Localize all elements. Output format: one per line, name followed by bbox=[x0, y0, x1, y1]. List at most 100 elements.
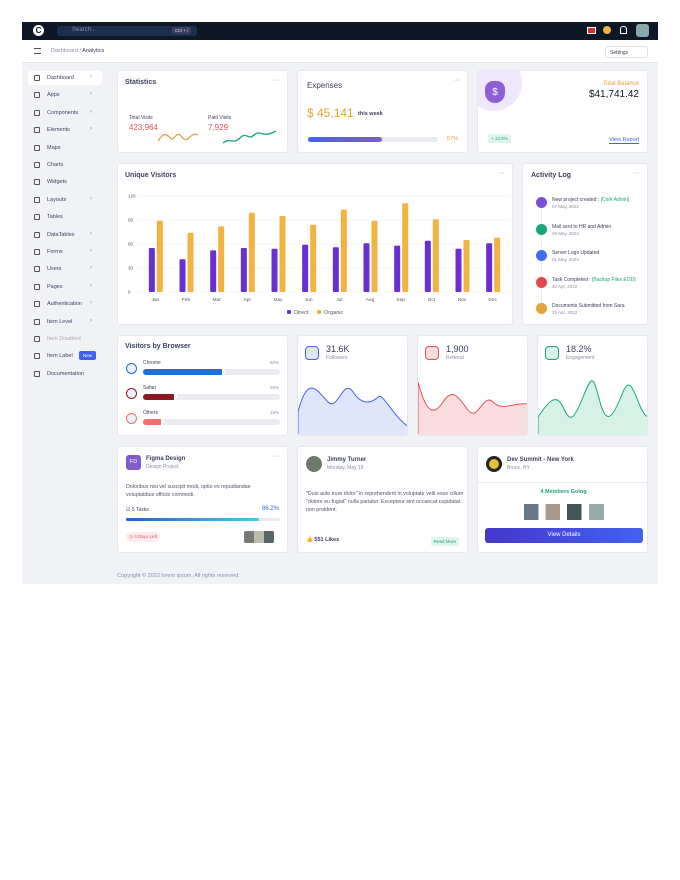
nav-icon bbox=[34, 249, 40, 255]
menu[interactable]: ··· bbox=[453, 77, 460, 84]
logo[interactable]: C bbox=[33, 25, 44, 36]
amount: $ 45,141 bbox=[307, 106, 354, 120]
settings-button[interactable]: Settings bbox=[605, 46, 648, 58]
theme-toggle[interactable] bbox=[603, 26, 611, 34]
search-box[interactable] bbox=[57, 26, 197, 36]
nav-item[interactable]: DataTables bbox=[47, 231, 75, 238]
nav-item[interactable]: Item Level bbox=[47, 318, 73, 325]
project-title: Figma Design bbox=[146, 456, 186, 462]
flag[interactable] bbox=[587, 27, 596, 34]
nav-item[interactable]: Components bbox=[47, 109, 79, 116]
members bbox=[524, 504, 604, 520]
nav-item[interactable]: Pages bbox=[47, 283, 63, 290]
chevron: › bbox=[90, 230, 92, 237]
crumb[interactable]: Dashboard bbox=[51, 48, 78, 54]
view-report[interactable]: View Report bbox=[609, 137, 639, 144]
project-initials: FD bbox=[126, 455, 141, 470]
notifications[interactable] bbox=[620, 26, 627, 34]
chevron: › bbox=[90, 108, 92, 115]
x-tick-label: Jan bbox=[151, 297, 159, 303]
activity-date: 25 Apr, 2022 bbox=[552, 310, 578, 315]
crumb-current: Analytics bbox=[82, 48, 105, 54]
nav-item[interactable]: Tables bbox=[47, 214, 63, 221]
nav-icon bbox=[34, 109, 40, 116]
x-tick-label: Oct bbox=[428, 297, 436, 303]
metric-card: 31.6K Followers bbox=[297, 335, 408, 436]
bar bbox=[279, 216, 286, 292]
menu-toggle[interactable] bbox=[34, 48, 41, 54]
menu[interactable]: ··· bbox=[633, 170, 640, 177]
project-text: Doloribus nisi vel suscipit modi, optio … bbox=[126, 484, 251, 498]
activity-text: Mail sent to HR and Admin bbox=[552, 224, 611, 230]
author: Jimmy Turner bbox=[327, 457, 367, 463]
chevron: › bbox=[90, 317, 92, 324]
nav-item[interactable]: Documentation bbox=[47, 370, 84, 377]
likes[interactable]: 👍 551 Likes bbox=[306, 537, 340, 543]
nav-icon bbox=[34, 266, 40, 273]
nav-icon bbox=[34, 353, 40, 360]
nav-item[interactable]: Item Disabled bbox=[47, 336, 81, 342]
chevron: › bbox=[90, 265, 92, 272]
nav-item[interactable]: Forms bbox=[47, 249, 63, 255]
activity-icon bbox=[536, 223, 547, 235]
event-location: Bronx, NY bbox=[507, 465, 530, 471]
browser-card: Visitors by Browser Chrome 60% Safari 25% Ot… bbox=[117, 335, 288, 436]
activity-icon bbox=[536, 303, 547, 314]
due: ◷ 3 Days Left bbox=[126, 532, 160, 542]
bar bbox=[486, 243, 493, 292]
progress-track bbox=[143, 369, 280, 375]
going: 4 Members Going bbox=[540, 489, 587, 495]
legend-marker bbox=[317, 310, 321, 314]
y-tick-label: 60 bbox=[128, 242, 134, 247]
nav-item[interactable]: Item Label bbox=[47, 353, 73, 360]
browser-percent: 15% bbox=[269, 410, 279, 415]
nav-item[interactable]: Elements bbox=[47, 127, 70, 134]
x-tick-label: Mar bbox=[213, 297, 222, 303]
bar bbox=[494, 237, 501, 292]
divider bbox=[478, 482, 649, 483]
progress-bar bbox=[308, 137, 383, 142]
card-title: Activity Log bbox=[531, 172, 572, 179]
nav-item[interactable]: Users bbox=[47, 266, 62, 273]
activity-tag[interactable]: [Cork Admin] bbox=[600, 197, 630, 203]
progress-track bbox=[126, 518, 280, 521]
likes-label: 551 Likes bbox=[314, 537, 340, 543]
legend-marker bbox=[287, 310, 291, 314]
nav-item[interactable]: Widgets bbox=[47, 179, 67, 186]
nav-item[interactable]: Layouts bbox=[47, 196, 67, 203]
due-label: 3 Days Left bbox=[134, 534, 157, 539]
activity-title: Server Logs Updated bbox=[552, 250, 600, 256]
nav-icon bbox=[34, 336, 40, 342]
avatar[interactable] bbox=[636, 24, 649, 37]
activity-title: Documents Submitted from Sara bbox=[552, 303, 625, 309]
footer: Copyright © 2022 lorem ipsum. All rights… bbox=[117, 573, 240, 579]
progress-bar bbox=[126, 518, 259, 521]
bar bbox=[363, 243, 370, 292]
nav-item[interactable]: Authentication bbox=[47, 301, 82, 308]
browser-icon bbox=[126, 413, 137, 424]
nav-item[interactable]: Apps bbox=[47, 92, 60, 99]
post-card: Jimmy Turner Monday, May 18 "Duis aute i… bbox=[297, 446, 468, 553]
read-more[interactable]: Read More bbox=[430, 537, 459, 546]
breadcrumb: Dashboard / Analytics bbox=[51, 48, 104, 54]
shortcut: Ctrl + / bbox=[172, 27, 192, 34]
activity-text: New project created : [Cork Admin] bbox=[552, 197, 629, 203]
activity-tag[interactable]: [Backup Files EOD] bbox=[592, 276, 636, 283]
activity-text: Documents Submitted from Sara bbox=[552, 303, 625, 309]
metric-value: 31.6K bbox=[326, 344, 350, 354]
nav-item[interactable]: Dashboard bbox=[47, 75, 74, 81]
metric-area bbox=[418, 381, 527, 435]
chevron: › bbox=[90, 282, 92, 289]
browser-percent: 25% bbox=[269, 385, 279, 390]
menu[interactable]: ··· bbox=[273, 77, 280, 84]
nav-item[interactable]: Charts bbox=[47, 162, 64, 168]
nav-item[interactable]: Maps bbox=[47, 144, 61, 151]
x-tick-label: May bbox=[273, 297, 283, 303]
menu[interactable]: ··· bbox=[273, 453, 280, 460]
activity-text: Server Logs Updated bbox=[552, 250, 599, 256]
post-text: "Duis aute irure dolor" in reprehenderit… bbox=[306, 491, 464, 513]
tasks-label: 5 Tasks bbox=[131, 507, 149, 513]
view-details[interactable]: View Details bbox=[485, 528, 643, 543]
menu[interactable]: ··· bbox=[498, 170, 505, 177]
